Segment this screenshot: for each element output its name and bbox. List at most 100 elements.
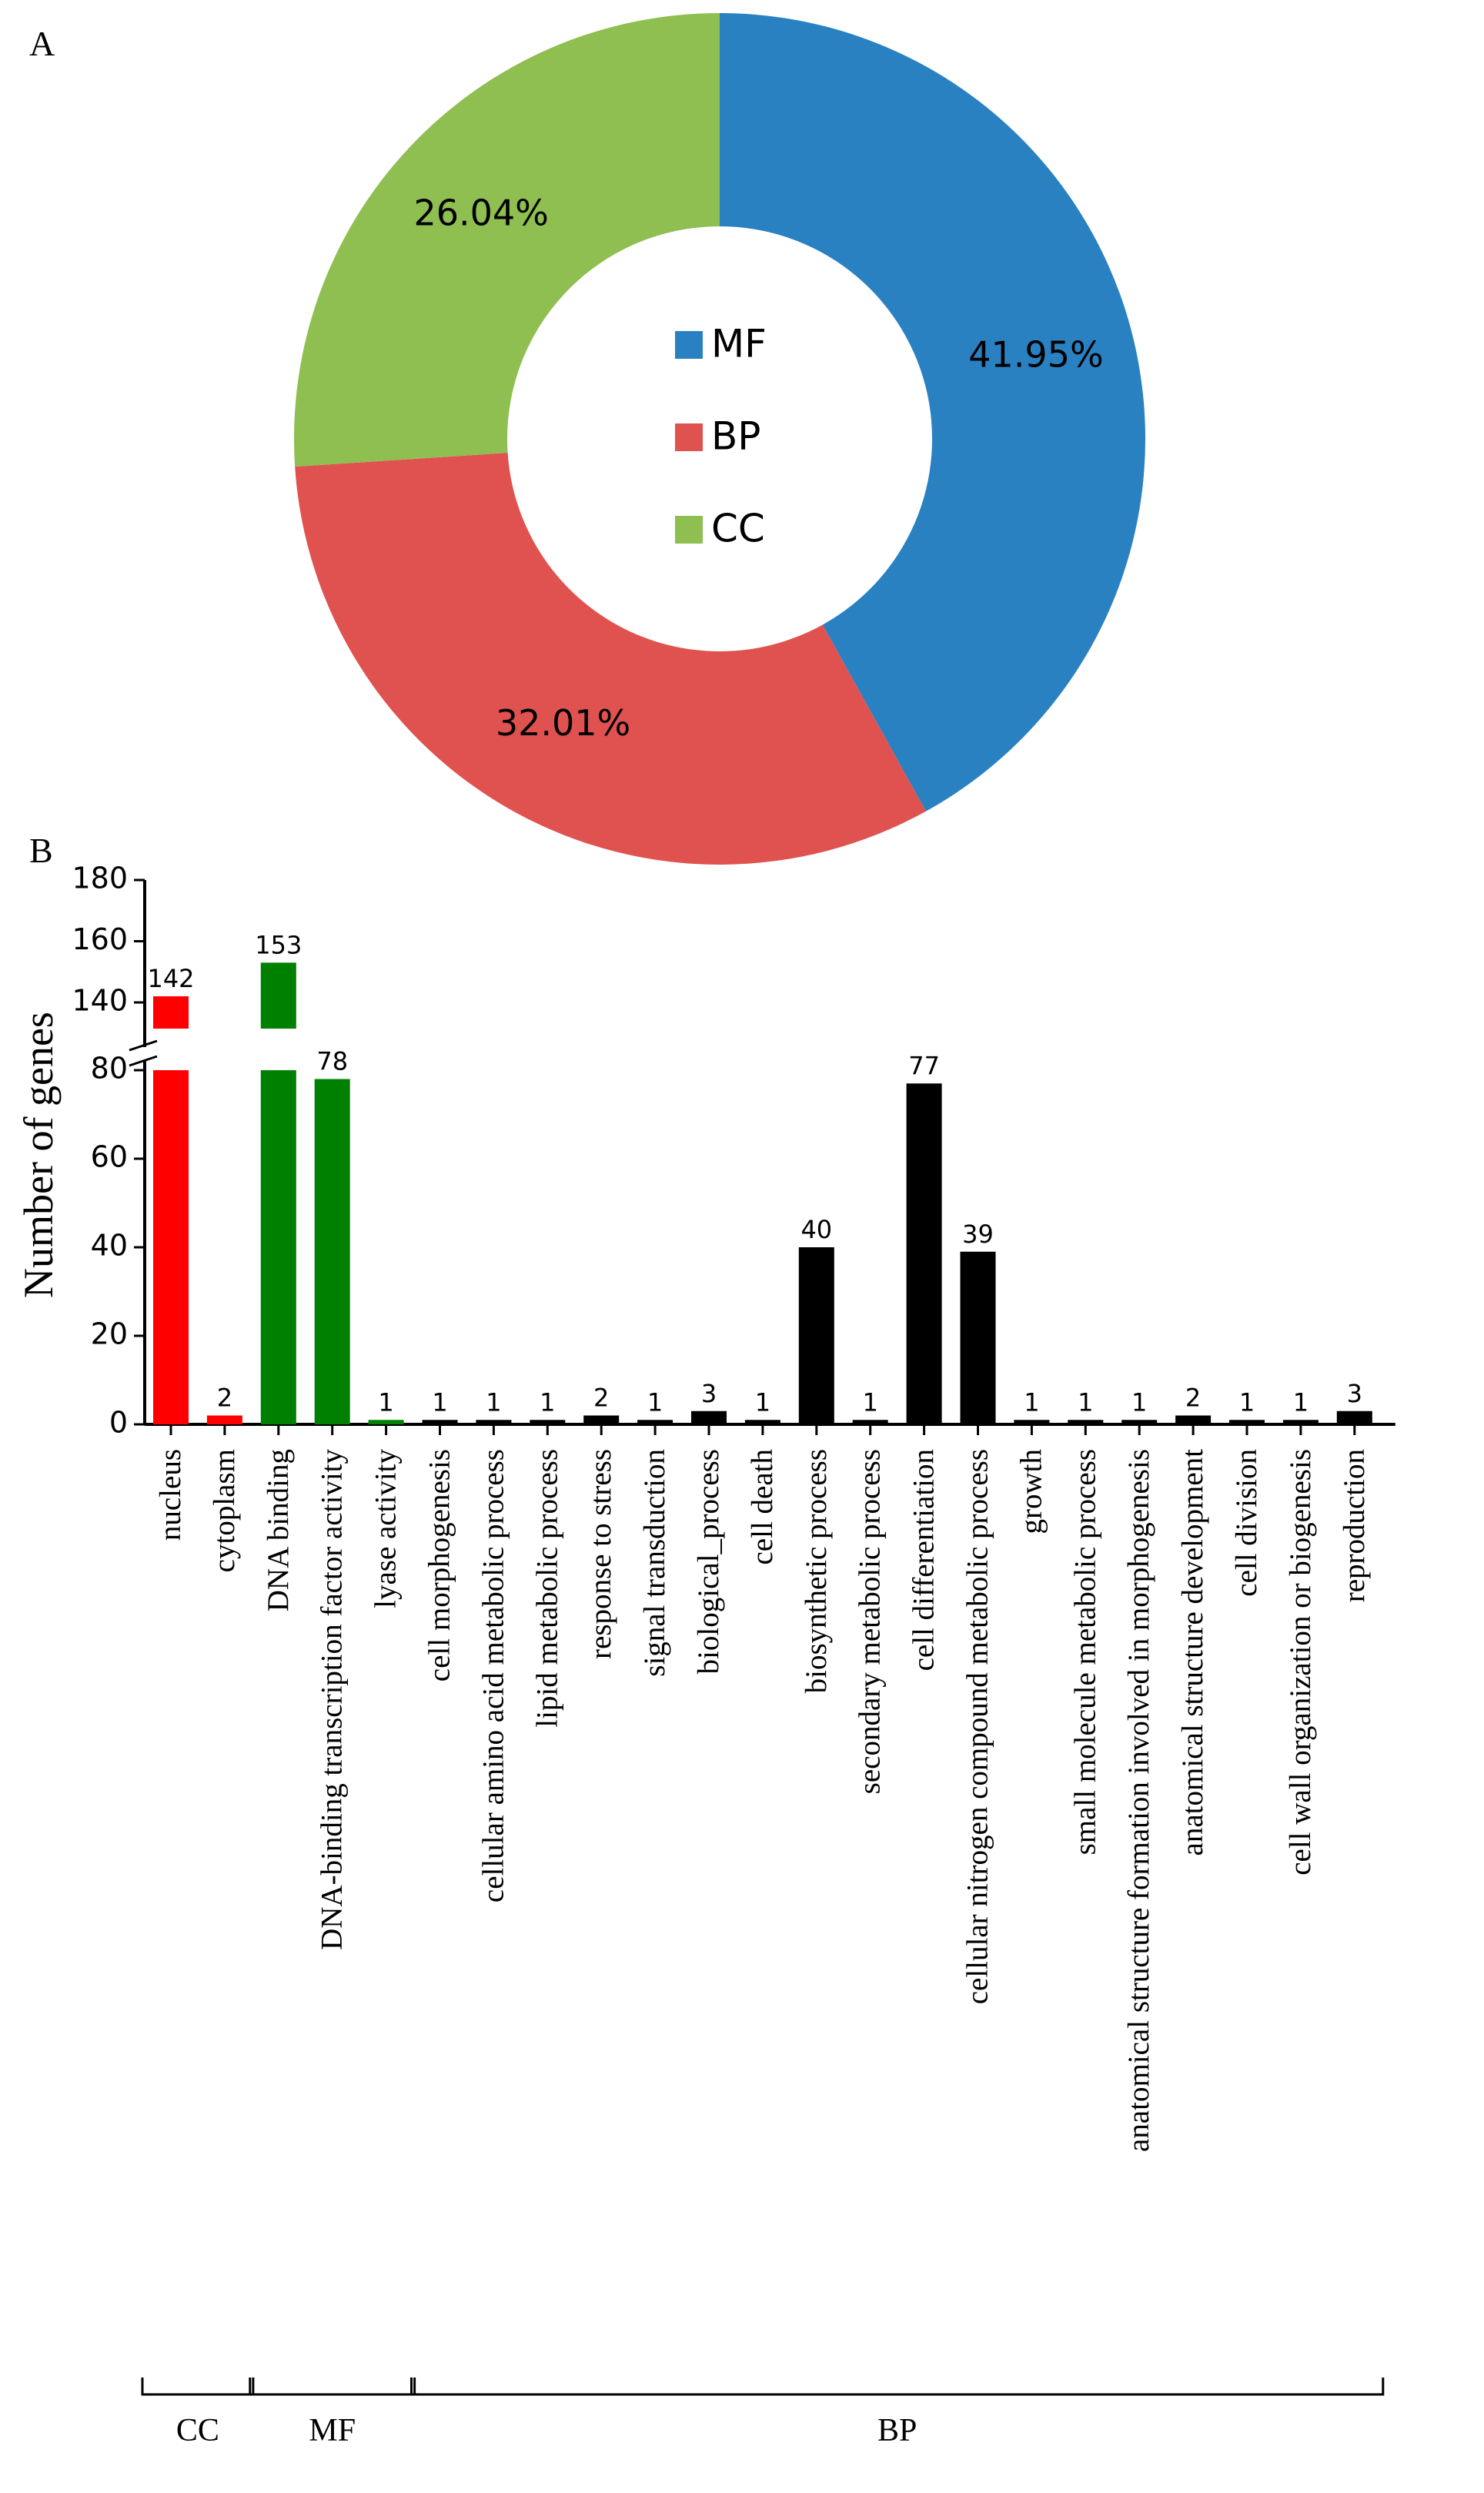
panel-b-label: B [29,831,53,870]
x-tick-label: biological_process [692,1449,725,1674]
x-tick-label: cell division [1230,1449,1263,1597]
bar-value-label: 153 [255,930,302,959]
group-bracket [141,2378,255,2396]
y-tick-label: 60 [91,1140,128,1174]
legend-bp-label: BP [711,414,760,459]
x-tick-label: growth [1014,1449,1048,1534]
cc-percent-label: 26.04% [413,192,548,233]
x-tick-label: lyase activity [369,1449,403,1608]
bar-value-label: 1 [1024,1387,1039,1417]
group-bracket-label: CC [176,2413,219,2448]
y-tick-label: 0 [109,1406,128,1440]
bar-value-label: 78 [316,1047,348,1076]
x-tick-label: cytoplasm [208,1449,241,1572]
bar [906,1083,942,1424]
y-tick-label: 140 [72,984,128,1018]
group-bracket-label: MF [309,2413,356,2448]
bar [1336,1410,1372,1424]
bp-slice [295,453,926,865]
bp-percent-label: 32.01% [496,702,630,744]
bar [368,1420,404,1424]
axis-break-mark-top [129,1039,158,1052]
bar [530,1420,566,1424]
bar-value-label: 1 [1078,1387,1093,1417]
x-tick-label: nucleus [154,1449,187,1541]
bar-value-label: 1 [378,1387,393,1417]
x-tick-label: cellular nitrogen compound metabolic pro… [961,1449,994,2004]
x-tick-label: signal transduction [638,1449,671,1677]
legend-mf-label: MF [711,322,767,366]
bar-value-label: 2 [217,1384,232,1413]
bar-value-label: 142 [147,964,194,993]
x-tick-label: anatomical structure development [1176,1449,1209,1856]
bar-value-label: 3 [701,1379,717,1408]
bar-value-label: 1 [486,1387,501,1417]
bar-upper-segment [260,962,296,1029]
bar [206,1415,242,1424]
x-tick-label: cell morphogenesis [423,1449,456,1682]
legend-cc-swatch [675,516,703,544]
bar-value-label: 3 [1347,1379,1362,1408]
x-tick-label: cell death [746,1449,779,1565]
bar [637,1420,673,1424]
x-tick-label: cellular amino acid metabolic process [476,1449,510,1902]
panel-a-label: A [29,24,55,63]
group-bracket [249,2378,416,2396]
bar-value-label: 1 [540,1387,555,1417]
mf-slice [720,13,1146,811]
bar [691,1410,727,1424]
group-bracket [410,2378,1385,2396]
bar-value-label: 1 [1131,1387,1147,1417]
x-tick-label: secondary metabolic process [854,1449,887,1794]
bar [798,1247,834,1424]
bar [1068,1420,1104,1424]
x-tick-label: reproduction [1338,1449,1371,1602]
legend-mf-swatch [675,331,703,359]
bar-value-label: 1 [755,1387,770,1417]
group-bracket-label: BP [877,2413,917,2448]
y-tick-label: 160 [72,922,128,956]
bar-value-label: 77 [908,1051,940,1080]
x-tick-label: small molecule metabolic process [1068,1449,1101,1855]
bar [744,1420,780,1424]
bar [1282,1420,1319,1424]
bar-value-label: 1 [1239,1387,1255,1417]
bar-value-label: 1 [863,1387,878,1417]
x-tick-label: cell differentiation [907,1449,941,1671]
bar [1121,1420,1158,1424]
y-tick-label: 180 [72,862,128,895]
bar-value-label: 40 [800,1215,832,1244]
bar [852,1420,888,1424]
bar [314,1079,350,1424]
x-tick-label: anatomical structure formation involved … [1122,1449,1155,2152]
bar-value-label: 1 [1293,1387,1309,1417]
donut-chart: 41.95% 32.01% 26.04% MF BP CC [294,13,1146,865]
y-tick-label: 80 [91,1052,128,1086]
mf-percent-label: 41.95% [968,333,1103,375]
bar [1014,1420,1050,1424]
x-tick-label: DNA binding [262,1449,295,1611]
bar [1175,1415,1212,1424]
y-tick-label: 40 [91,1229,128,1263]
x-tick-label: response to stress [584,1449,617,1659]
legend-bp-swatch [675,423,703,451]
y-axis-label: Number of genes [15,1012,62,1298]
bar [583,1415,620,1424]
x-tick-label: lipid metabolic process [530,1449,563,1728]
bar-value-label: 1 [647,1387,663,1417]
bar-value-label: 1 [432,1387,447,1417]
axis-break-mark-bottom [129,1055,158,1067]
bar-value-label: 2 [593,1384,609,1413]
bar-value-label: 2 [1185,1384,1201,1413]
bar-upper-segment [153,996,189,1029]
x-tick-label: DNA-binding transcription factor activit… [316,1449,349,1950]
bar-value-label: 39 [962,1220,994,1249]
bar [476,1420,512,1424]
legend-cc-label: CC [711,507,765,551]
x-tick-label: biosynthetic process [800,1449,833,1693]
y-tick-label: 20 [91,1317,128,1351]
bar [422,1420,458,1424]
